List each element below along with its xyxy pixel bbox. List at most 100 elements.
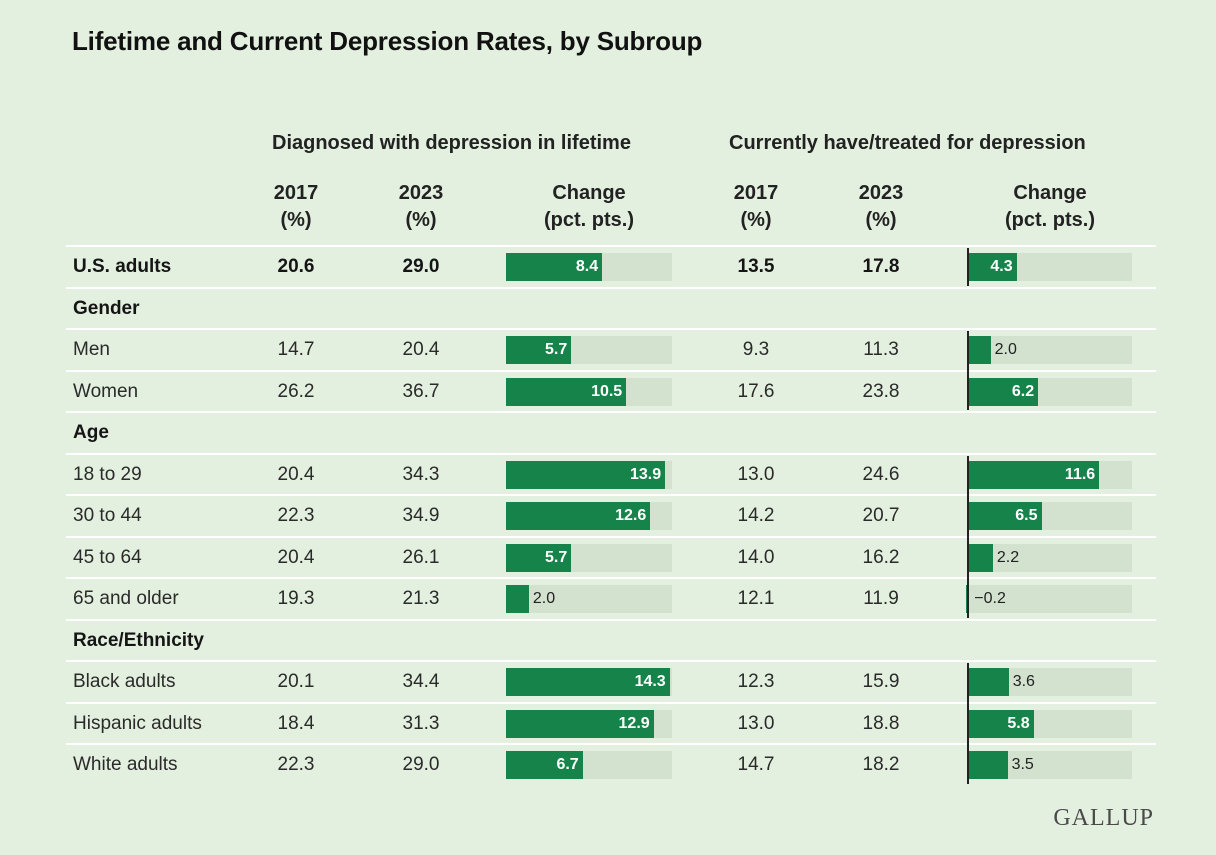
section-heading-age: Age xyxy=(66,411,1156,454)
cell-lifetime-2023: 31.3 xyxy=(402,712,440,734)
current-change-zero-axis xyxy=(967,248,969,286)
col-header-current-2023-line2: (%) xyxy=(865,209,897,231)
current-change-track: −0.2 xyxy=(965,585,1132,613)
cell-lifetime-2023: 34.3 xyxy=(402,463,440,485)
current-change-value: 4.3 xyxy=(990,258,1013,275)
cell-current-2023: 11.9 xyxy=(863,588,899,609)
lifetime-change-track: 12.6 xyxy=(506,502,672,530)
row-divider xyxy=(66,245,1156,247)
row-divider xyxy=(66,577,1156,579)
col-header-current-2023-line1: 2023 xyxy=(858,182,904,204)
cell-lifetime-2017: 20.6 xyxy=(277,256,315,277)
current-change-value: 3.5 xyxy=(1011,756,1034,773)
current-change-track: 3.6 xyxy=(968,668,1132,696)
chart-title: Lifetime and Current Depression Rates, b… xyxy=(72,26,703,56)
table-row-women: Women 26.2 36.7 17.6 23.8 10.5 6.2 xyxy=(66,369,1156,413)
cell-lifetime-2017: 22.3 xyxy=(277,754,315,775)
cell-current-2023: 15.9 xyxy=(862,671,900,692)
lifetime-change-value: 5.7 xyxy=(545,341,568,358)
col-header-current-change-line2: (pct. pts.) xyxy=(1005,209,1095,231)
lifetime-change-value: 14.3 xyxy=(634,673,666,690)
lifetime-change-bar xyxy=(506,751,583,779)
row-divider xyxy=(66,743,1156,745)
cell-lifetime-2023: 20.4 xyxy=(402,339,440,360)
col-header-lifetime-2017-line2: (%) xyxy=(280,209,312,231)
cell-current-2017: 13.5 xyxy=(737,256,775,277)
current-change-value: 3.6 xyxy=(1012,673,1035,690)
row-label: 30 to 44 xyxy=(73,505,142,526)
lifetime-change-value: 2.0 xyxy=(532,590,556,607)
row-divider xyxy=(66,286,1156,289)
col-header-current-2023: 2023 (%) xyxy=(821,180,941,234)
lifetime-change-value: 10.5 xyxy=(591,382,623,400)
table-row-18-to-29: 18 to 29 20.4 34.3 13.0 24.6 13.9 11.6 xyxy=(66,452,1156,496)
current-change-value: 6.5 xyxy=(1015,507,1038,524)
cell-current-2017: 13.0 xyxy=(737,463,775,485)
cell-current-2023: 18.8 xyxy=(862,712,900,734)
row-divider xyxy=(66,535,1156,538)
current-change-zero-axis xyxy=(967,663,969,784)
current-change-track: 3.5 xyxy=(968,751,1132,779)
cell-lifetime-2017: 20.4 xyxy=(277,546,315,568)
cell-current-2017: 12.3 xyxy=(737,671,775,692)
col-header-lifetime-change-line1: Change xyxy=(552,182,626,204)
row-divider xyxy=(66,328,1156,330)
col-header-lifetime-2017-line1: 2017 xyxy=(273,182,319,204)
lifetime-change-track: 6.7 xyxy=(506,751,672,779)
current-change-bar xyxy=(968,543,993,572)
current-change-bar xyxy=(968,502,1042,530)
cell-current-2023: 17.8 xyxy=(862,256,900,277)
cell-lifetime-2023: 34.4 xyxy=(402,671,440,692)
col-header-current-change: Change (pct. pts.) xyxy=(968,180,1132,234)
table-row-black-adults: Black adults 20.1 34.4 12.3 15.9 14.3 3.6 xyxy=(66,660,1156,703)
row-divider xyxy=(66,660,1156,662)
table-row-65-and-older: 65 and older 19.3 21.3 12.1 11.9 2.0 −0.2 xyxy=(66,577,1156,620)
current-change-bar xyxy=(968,377,1039,406)
cell-lifetime-2017: 26.2 xyxy=(277,380,315,402)
cell-lifetime-2017: 14.7 xyxy=(277,339,315,360)
current-change-bar xyxy=(968,253,1017,281)
cell-current-2017: 17.6 xyxy=(737,380,775,402)
table-row-hispanic-adults: Hispanic adults 18.4 31.3 13.0 18.8 12.9 5.8 xyxy=(66,701,1156,745)
lifetime-change-track: 8.4 xyxy=(506,253,672,281)
row-label: 45 to 64 xyxy=(73,546,142,568)
table-row-men: Men 14.7 20.4 9.3 11.3 5.7 2.0 xyxy=(66,328,1156,371)
cell-current-2017: 9.3 xyxy=(742,339,770,360)
current-change-bar xyxy=(968,668,1009,696)
lifetime-change-value: 12.9 xyxy=(618,714,650,732)
lifetime-change-bar xyxy=(506,336,572,364)
row-label: U.S. adults xyxy=(73,256,172,277)
table-row-white-adults: White adults 22.3 29.0 14.7 18.2 6.7 3.5 xyxy=(66,743,1156,786)
cell-current-2017: 13.0 xyxy=(737,712,775,734)
cell-lifetime-2017: 22.3 xyxy=(277,505,315,526)
row-label: Age xyxy=(73,422,109,443)
current-change-bar xyxy=(965,585,968,613)
current-change-track: 6.5 xyxy=(968,502,1132,530)
row-label: Men xyxy=(73,339,110,360)
lifetime-change-track: 2.0 xyxy=(506,585,672,613)
cell-current-2017: 14.0 xyxy=(737,546,775,568)
current-change-track: 11.6 xyxy=(968,460,1132,489)
row-divider xyxy=(66,411,1156,413)
current-change-value: 11.6 xyxy=(1064,465,1096,483)
current-change-track: 4.3 xyxy=(968,253,1132,281)
current-change-bar xyxy=(968,460,1100,489)
current-change-track: 2.2 xyxy=(968,543,1132,572)
cell-current-2023: 11.3 xyxy=(863,339,899,360)
group-header-lifetime: Diagnosed with depression in lifetime xyxy=(272,132,631,154)
lifetime-change-track: 12.9 xyxy=(506,709,672,738)
group-header-current: Currently have/treated for depression xyxy=(729,132,1086,154)
row-label: 65 and older xyxy=(73,588,179,609)
current-change-bar xyxy=(968,336,991,364)
section-heading-gender: Gender xyxy=(66,286,1156,330)
col-header-current-change-line1: Change xyxy=(1013,182,1087,204)
current-change-value: −0.2 xyxy=(974,590,1006,607)
current-change-zero-axis xyxy=(967,331,969,410)
table-row-u-s-adults: U.S. adults 20.6 29.0 13.5 17.8 8.4 4.3 xyxy=(66,245,1156,288)
table-row-45-to-64: 45 to 64 20.4 26.1 14.0 16.2 5.7 2.2 xyxy=(66,535,1156,579)
col-header-lifetime-2023: 2023 (%) xyxy=(361,180,481,234)
cell-lifetime-2017: 18.4 xyxy=(277,712,315,734)
cell-lifetime-2017: 19.3 xyxy=(277,588,315,609)
lifetime-change-value: 12.6 xyxy=(615,507,647,524)
current-change-track: 5.8 xyxy=(968,709,1132,738)
